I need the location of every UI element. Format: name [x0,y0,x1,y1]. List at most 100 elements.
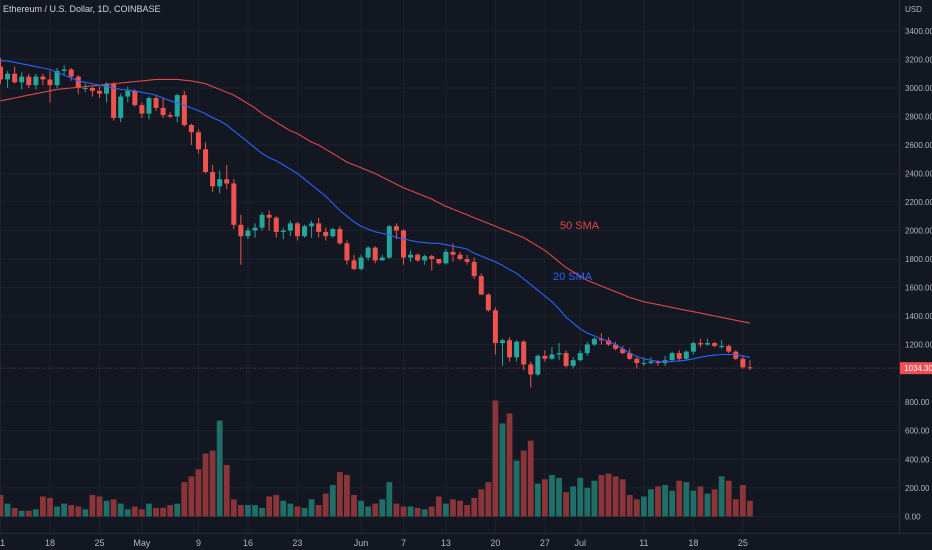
candle-body [549,354,555,359]
volume-bar [358,500,364,517]
volume-bar [117,503,124,517]
volume-bar [245,505,251,517]
candle-body [499,340,505,344]
time-tick-label: 25 [738,538,748,548]
volume-bar [584,487,591,517]
candle-body [280,230,286,232]
candle-body [96,90,102,94]
volume-bar [287,503,294,517]
candle-body [606,340,612,345]
candle-body [443,251,449,264]
volume-bar [598,474,605,517]
volume-bar [577,477,584,517]
candle-body [683,351,689,359]
price-tick-label: 2200.00 [905,198,932,207]
volume-bar [605,473,612,517]
volume-bar [280,500,287,517]
volume-bar [351,495,357,517]
candle-body [146,97,152,114]
time-tick-label: May [133,538,151,548]
volume-bar [131,506,138,517]
volume-bar [676,480,683,517]
volume-pane [0,400,753,517]
candle-body [492,310,498,344]
volume-axis[interactable]: 800.00 600.00 400.00 200.00 0.00 [905,398,930,522]
candle-body [478,276,484,295]
candle-body [690,343,696,352]
volume-bar [96,496,103,517]
volume-bar [365,506,372,517]
candle-body [747,367,753,369]
candle-body [0,66,3,80]
candle-body [330,229,336,237]
volume-bar [379,499,386,517]
volume-bar [0,495,4,517]
volume-bar [619,479,626,517]
time-tick-label: 13 [441,538,451,548]
candle-body [47,79,53,86]
volume-bar [471,497,478,517]
volume-bar [648,489,654,517]
candle-body [33,76,39,86]
price-axis[interactable]: 3400.00 3200.00 3000.00 2800.00 2600.00 2400.… [905,27,932,350]
volume-bar [450,499,456,517]
volume-bar [188,476,195,517]
volume-bar [534,483,541,517]
candle-body [287,223,293,231]
volume-bar [89,495,96,517]
candle-body [188,125,194,133]
candle-body [12,73,18,83]
candle-body [26,76,32,86]
volume-bar [513,460,520,517]
volume-bar [273,495,280,517]
sma20-line [0,60,751,363]
volume-bar [308,499,315,517]
candle-body [450,251,456,255]
time-tick-label: 18 [688,538,698,548]
volume-bar [464,505,471,517]
volume-bar [541,479,548,517]
sma50-line [0,78,751,324]
candle-body [379,257,385,261]
volume-bar [315,505,322,517]
candle-body [104,83,110,94]
candle-body [584,344,590,354]
candle-body [153,97,159,108]
candle-body [577,353,583,361]
candle-body [393,226,399,231]
volume-bar [266,496,273,517]
candle-body [309,223,315,227]
price-tick-label: 2000.00 [905,227,932,236]
candle-body [591,338,597,345]
volume-bar [556,477,562,517]
candle-body [358,257,364,269]
volume-bar [626,495,633,517]
volume-bar [4,503,11,517]
volume-bar [612,476,619,517]
candle-body [245,230,251,237]
last-price-label: 1034.30 [904,364,932,373]
candle-body [528,364,534,375]
candle-body [238,224,244,237]
time-axis[interactable]: 11 18 25 May 9 16 23 Jun 7 13 20 27 Jul 11 18 25 [0,538,748,548]
candle-body [111,83,117,118]
time-tick-label: 20 [490,538,500,548]
volume-bar [669,490,676,517]
candle-body [408,254,414,258]
volume-tick-label: 400.00 [905,455,930,464]
time-tick-label: Jul [574,538,586,548]
volume-bar [414,507,421,517]
time-tick-label: 27 [540,538,550,548]
candle-body [627,353,633,359]
volume-bar [336,472,343,517]
candle-body [252,227,258,231]
volume-bar [40,496,46,517]
candle-body [521,341,527,365]
candle-body [655,361,661,364]
volume-bar [372,503,379,517]
time-tick-label: 18 [45,538,55,548]
symbol-title[interactable]: Ethereum / U.S. Dollar, 1D, COINBASE [3,4,161,14]
volume-bar [181,482,188,517]
